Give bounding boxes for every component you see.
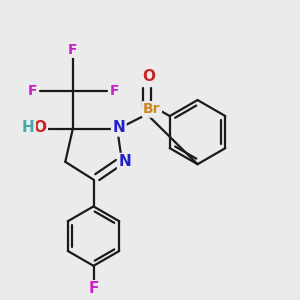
Text: F: F [88, 281, 99, 296]
Text: N: N [112, 120, 125, 135]
Text: F: F [110, 83, 119, 98]
Text: O: O [34, 120, 46, 135]
Text: H: H [22, 120, 34, 135]
Text: N: N [118, 154, 131, 169]
Text: O: O [142, 69, 155, 84]
Text: Br: Br [143, 102, 161, 116]
Text: F: F [28, 83, 37, 98]
Text: F: F [68, 43, 77, 56]
